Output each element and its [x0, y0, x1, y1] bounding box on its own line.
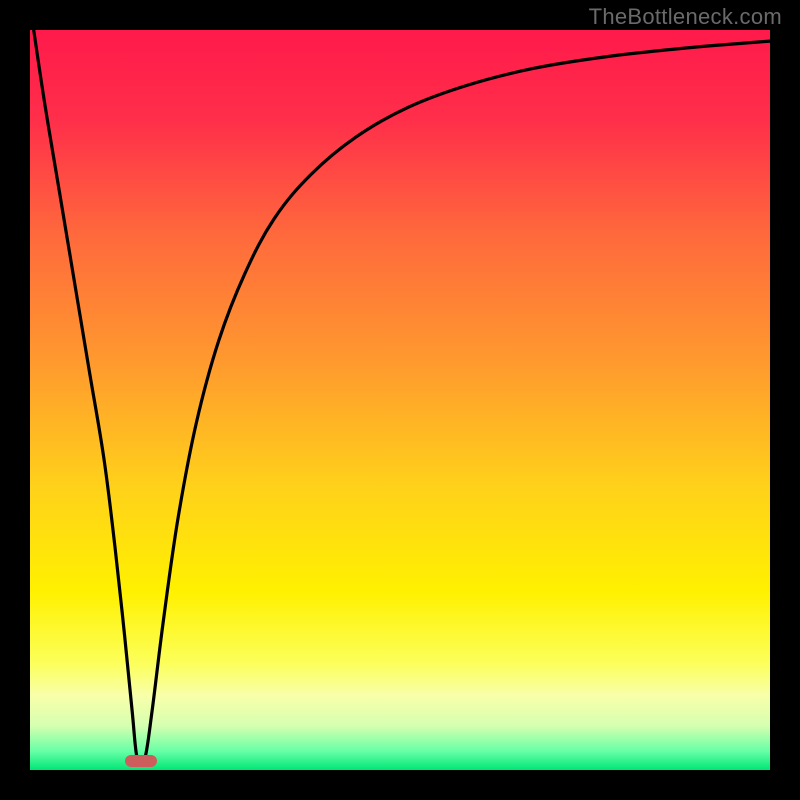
optimum-marker — [125, 755, 156, 767]
bottleneck-curve — [30, 30, 770, 770]
chart-plot-area — [30, 30, 770, 770]
curve-path — [34, 30, 770, 765]
page-root: TheBottleneck.com — [0, 0, 800, 800]
watermark-text: TheBottleneck.com — [589, 4, 782, 30]
